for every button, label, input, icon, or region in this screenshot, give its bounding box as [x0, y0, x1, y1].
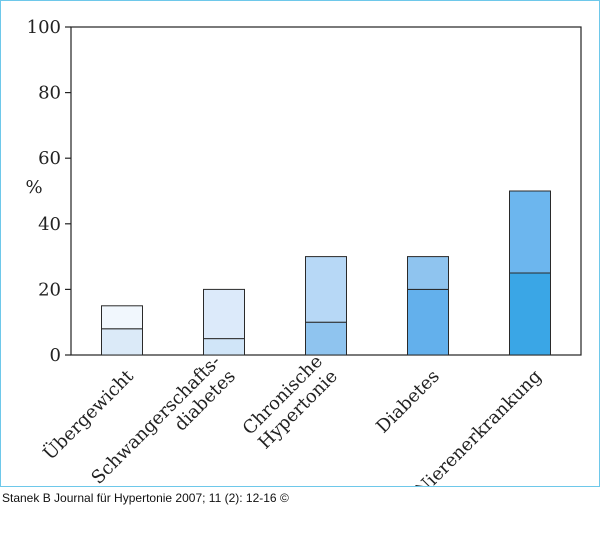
y-tick-label: 60 [38, 148, 61, 169]
bar-segment-upper [305, 256, 347, 323]
y-axis-label: % [25, 177, 42, 198]
bar-segment-lower [407, 288, 449, 356]
bar-segment-upper [101, 305, 143, 330]
x-axis: ÜbergewichtSchwangerschafts-diabetesChro… [38, 351, 546, 486]
bar-chart: 0 20 40 60 80 100 ÜbergewichtSchwangerschafts… [25, 17, 582, 486]
x-tick-label: Diabetes [372, 366, 444, 438]
bar-segment-lower [305, 321, 347, 356]
y-tick-label: 100 [27, 17, 61, 38]
bars [101, 190, 551, 356]
bar-segment-upper [509, 190, 551, 274]
x-tick-label: ChronischeHypertonie [239, 351, 342, 454]
bar-segment-upper [407, 256, 449, 290]
bar-segment-lower [509, 272, 551, 356]
y-tick-label: 0 [50, 345, 61, 366]
y-axis: 0 20 40 60 80 100 [27, 17, 71, 366]
figure-frame: 0 20 40 60 80 100 Übergewicht Schwangerschafts… [0, 0, 600, 487]
bar-segment-lower [101, 328, 143, 356]
y-tick-label: 80 [38, 83, 61, 104]
source-credit: Stanek B Journal für Hypertonie 2007; 11… [2, 491, 289, 505]
y-tick-label: 20 [38, 279, 61, 300]
y-tick-label: 40 [38, 214, 61, 235]
x-tick-label: Schwangerschafts-diabetes [87, 351, 239, 486]
bar-segment-upper [203, 288, 245, 340]
